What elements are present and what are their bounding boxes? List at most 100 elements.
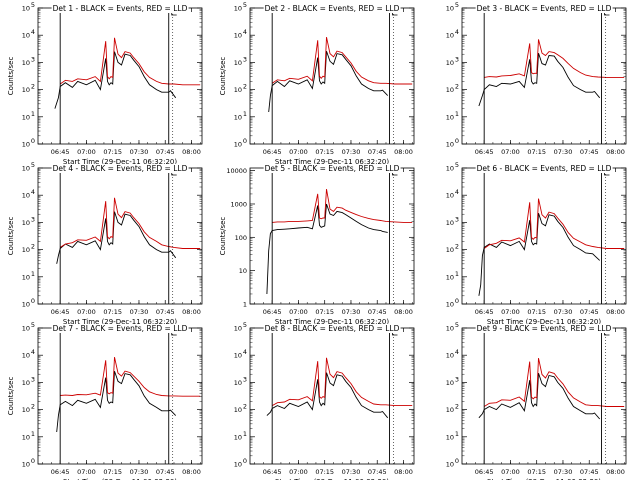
panel-title: Det 9 - BLACK = Events, RED = LLD (477, 324, 612, 333)
x-tick-label: 07:15 (527, 308, 546, 316)
y-tick-exponent: 5 (455, 321, 459, 329)
y-tick-exponent: 5 (455, 161, 459, 169)
panel-title: Det 7 - BLACK = Events, RED = LLD (53, 324, 188, 333)
panel-title-background (51, 4, 189, 13)
x-tick-label: 07:00 (77, 468, 96, 476)
y-tick-label: 10 (446, 273, 454, 281)
x-tick-label: 07:00 (501, 148, 520, 156)
y-tick-exponent: 5 (243, 1, 247, 9)
panel-title: Det 2 - BLACK = Events, RED = LLD (265, 4, 400, 13)
x-tick-label: 06:45 (475, 148, 494, 156)
y-tick-exponent: 5 (31, 1, 35, 9)
y-axis-label: Counts/sec (219, 217, 227, 256)
x-tick-label: 06:45 (475, 468, 494, 476)
series-lld-line (59, 197, 201, 249)
y-axis-label: Counts/sec (7, 217, 15, 256)
series-lld-line (271, 357, 413, 407)
y-tick-exponent: 5 (243, 321, 247, 329)
x-tick-label: 07:45 (580, 468, 599, 476)
panel-title: Det 1 - BLACK = Events, RED = LLD (53, 4, 188, 13)
series-lld-line (483, 358, 625, 407)
series-lld-line (484, 39, 625, 78)
x-tick-label: 07:45 (156, 148, 175, 156)
x-tick-label: 07:15 (315, 308, 334, 316)
y-tick-exponent: 4 (31, 188, 35, 196)
y-tick-exponent: 3 (455, 215, 459, 223)
y-tick-label: 10 (446, 325, 454, 333)
y-tick-label: 10 (22, 59, 30, 67)
y-tick-label: 10 (446, 192, 454, 200)
x-tick-label: 08:00 (182, 468, 201, 476)
panel-det-5: 06:45 07:00 07:15 07:30 07:45 08:00 1 10 100 1000… (219, 164, 415, 326)
series-lld-line (271, 37, 413, 85)
y-tick-exponent: 3 (31, 55, 35, 63)
y-tick-label: 10 (22, 379, 30, 387)
x-tick-label: 07:15 (527, 468, 546, 476)
panel-title-background (51, 164, 189, 173)
y-tick-exponent: 2 (243, 83, 247, 91)
x-tick-label: 07:45 (368, 468, 387, 476)
x-tick-label: 07:45 (580, 148, 599, 156)
panel-title: Det 4 - BLACK = Events, RED = LLD (53, 164, 188, 173)
y-tick-label: 10 (22, 219, 30, 227)
x-tick-label: 07:00 (289, 308, 308, 316)
series-events-line (268, 50, 389, 113)
x-tick-label: 07:30 (130, 308, 149, 316)
x-tick-label: 06:45 (263, 308, 282, 316)
x-tick-label: 08:00 (182, 148, 201, 156)
x-axis-label: Start Time (29-Dec-11 06:32:20) (63, 158, 177, 166)
y-tick-exponent: 3 (31, 215, 35, 223)
y-tick-label: 10 (22, 461, 30, 469)
y-tick-label: 10 (446, 5, 454, 13)
y-tick-label: 10 (234, 461, 242, 469)
x-tick-label: 07:45 (156, 468, 175, 476)
y-tick-label: 10 (22, 165, 30, 173)
y-tick-label: 10 (22, 273, 30, 281)
y-tick-exponent: 4 (243, 28, 247, 36)
y-tick-label: 10 (239, 267, 247, 275)
x-axis-label: Start Time (29-Dec-11 06:32:20) (275, 478, 389, 480)
y-tick-label: 10 (446, 301, 454, 309)
x-tick-label: 07:15 (315, 468, 334, 476)
x-tick-label: 07:30 (554, 148, 573, 156)
y-tick-label: 1000 (230, 200, 247, 208)
y-tick-label: 10 (22, 192, 30, 200)
y-tick-exponent: 2 (455, 243, 459, 251)
x-tick-label: 07:30 (342, 468, 361, 476)
x-tick-label: 07:45 (368, 148, 387, 156)
x-tick-label: 07:00 (77, 148, 96, 156)
y-tick-exponent: 0 (455, 297, 459, 305)
x-tick-label: 07:30 (342, 308, 361, 316)
x-tick-label: 07:15 (103, 468, 122, 476)
x-tick-label: 07:15 (103, 148, 122, 156)
y-tick-label: 10 (446, 165, 454, 173)
x-axis-label: Start Time (29-Dec-11 06:32:20) (63, 478, 177, 480)
panel-title-background (263, 4, 401, 13)
y-tick-exponent: 2 (455, 403, 459, 411)
y-tick-label: 10 (446, 461, 454, 469)
y-tick-exponent: 1 (243, 430, 247, 438)
y-tick-label: 10 (234, 86, 242, 94)
y-tick-label: 10 (22, 86, 30, 94)
y-tick-label: 10 (234, 32, 242, 40)
series-events-line (56, 211, 177, 264)
y-tick-label: 10 (446, 141, 454, 149)
x-tick-label: 07:00 (501, 308, 520, 316)
y-tick-exponent: 4 (31, 348, 35, 356)
x-tick-label: 07:15 (527, 148, 546, 156)
y-tick-label: 10 (22, 301, 30, 309)
y-tick-exponent: 2 (243, 403, 247, 411)
y-tick-exponent: 2 (31, 83, 35, 91)
y-tick-exponent: 1 (31, 270, 35, 278)
x-tick-label: 06:45 (475, 308, 494, 316)
y-tick-label: 10 (234, 113, 242, 121)
panel-title: Det 3 - BLACK = Events, RED = LLD (477, 4, 612, 13)
x-tick-label: 07:30 (130, 468, 149, 476)
x-tick-label: 08:00 (394, 148, 413, 156)
y-tick-label: 10 (234, 59, 242, 67)
y-tick-exponent: 3 (455, 375, 459, 383)
